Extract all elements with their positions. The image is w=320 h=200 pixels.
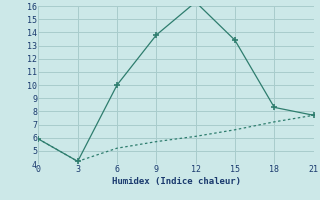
X-axis label: Humidex (Indice chaleur): Humidex (Indice chaleur) xyxy=(111,177,241,186)
